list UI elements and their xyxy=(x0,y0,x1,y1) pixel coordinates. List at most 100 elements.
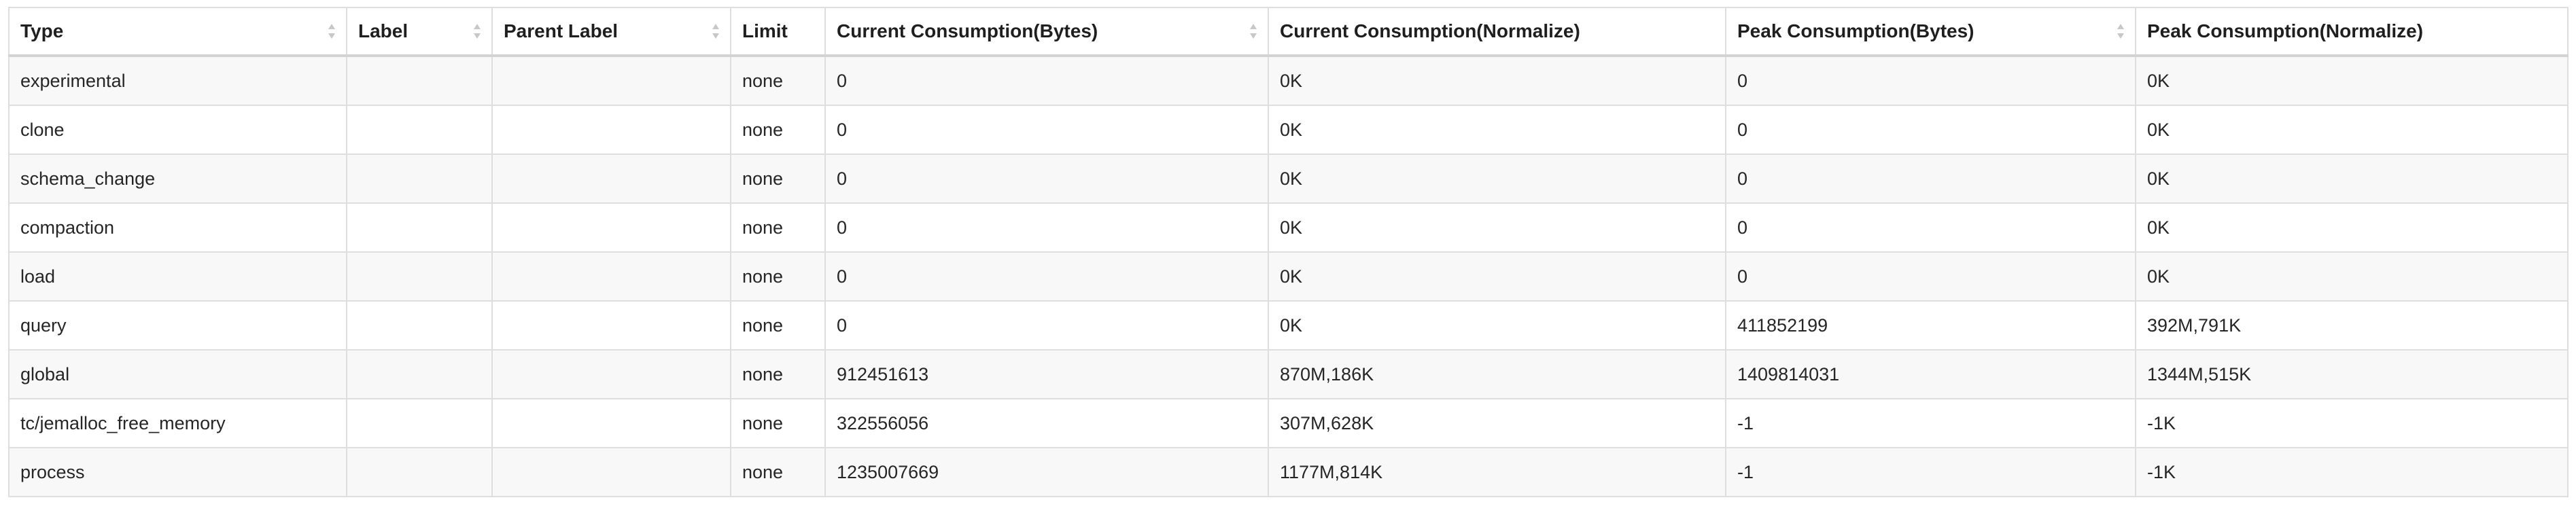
table-row: process none 1235007669 1177M,814K -1 -1K xyxy=(8,447,2569,497)
cell-peak-bytes: 1409814031 xyxy=(1725,349,2136,399)
cell-current-normalize: 870M,186K xyxy=(1268,349,1726,399)
cell-current-normalize: 1177M,814K xyxy=(1268,447,1726,497)
sort-arrows-icon[interactable] xyxy=(472,22,482,41)
cell-parent-label xyxy=(491,202,731,253)
cell-peak-bytes: 0 xyxy=(1725,251,2136,302)
cell-limit: none xyxy=(730,202,826,253)
cell-type: global xyxy=(8,349,347,399)
cell-limit: none xyxy=(730,55,826,106)
cell-parent-label xyxy=(491,251,731,302)
cell-peak-bytes: -1 xyxy=(1725,447,2136,497)
column-header-limit: Limit xyxy=(730,7,826,57)
column-header-peak-consumption-normalize: Peak Consumption(Normalize) xyxy=(2135,7,2569,57)
cell-label xyxy=(346,398,493,448)
table-row: schema_change none 0 0K 0 0K xyxy=(8,154,2569,204)
cell-current-bytes: 0 xyxy=(824,202,1269,253)
cell-current-normalize: 0K xyxy=(1268,105,1726,155)
column-header-label: Limit xyxy=(742,20,788,41)
cell-current-bytes: 0 xyxy=(824,55,1269,106)
cell-peak-normalize: 392M,791K xyxy=(2135,300,2569,351)
cell-current-normalize: 0K xyxy=(1268,202,1726,253)
cell-label xyxy=(346,300,493,351)
cell-current-bytes: 1235007669 xyxy=(824,447,1269,497)
cell-parent-label xyxy=(491,349,731,399)
cell-peak-normalize: 0K xyxy=(2135,202,2569,253)
table-row: tc/jemalloc_free_memory none 322556056 307M… xyxy=(8,398,2569,448)
column-header-type[interactable]: Type xyxy=(8,7,347,57)
cell-peak-normalize: 0K xyxy=(2135,251,2569,302)
cell-type: clone xyxy=(8,105,347,155)
cell-label xyxy=(346,154,493,204)
cell-peak-bytes: 0 xyxy=(1725,105,2136,155)
column-header-label: Current Consumption(Normalize) xyxy=(1280,20,1580,41)
table-header: Type Label Parent Label Limit Current Consum… xyxy=(8,7,2569,57)
column-header-label: Type xyxy=(20,20,64,41)
cell-label xyxy=(346,447,493,497)
cell-peak-normalize: 0K xyxy=(2135,105,2569,155)
table-row: clone none 0 0K 0 0K xyxy=(8,105,2569,155)
table-row: global none 912451613 870M,186K 1409814031 13… xyxy=(8,349,2569,399)
cell-parent-label xyxy=(491,105,731,155)
column-header-label[interactable]: Label xyxy=(346,7,493,57)
cell-limit: none xyxy=(730,349,826,399)
cell-limit: none xyxy=(730,105,826,155)
table-body: experimental none 0 0K 0 0K clone none 0 0K 0 0K sch… xyxy=(8,55,2569,497)
cell-type: compaction xyxy=(8,202,347,253)
cell-limit: none xyxy=(730,300,826,351)
column-header-current-consumption-bytes[interactable]: Current Consumption(Bytes) xyxy=(824,7,1269,57)
column-header-peak-consumption-bytes[interactable]: Peak Consumption(Bytes) xyxy=(1725,7,2136,57)
cell-peak-normalize: -1K xyxy=(2135,398,2569,448)
cell-parent-label xyxy=(491,154,731,204)
column-header-current-consumption-normalize: Current Consumption(Normalize) xyxy=(1268,7,1726,57)
cell-peak-bytes: 0 xyxy=(1725,154,2136,204)
cell-label xyxy=(346,349,493,399)
memory-tracker-table-container: Type Label Parent Label Limit Current Consum… xyxy=(8,7,2569,497)
cell-peak-bytes: 411852199 xyxy=(1725,300,2136,351)
column-header-parent-label[interactable]: Parent Label xyxy=(491,7,731,57)
cell-current-bytes: 0 xyxy=(824,105,1269,155)
table-row: compaction none 0 0K 0 0K xyxy=(8,202,2569,253)
cell-limit: none xyxy=(730,398,826,448)
cell-current-bytes: 0 xyxy=(824,251,1269,302)
cell-current-normalize: 307M,628K xyxy=(1268,398,1726,448)
cell-current-bytes: 912451613 xyxy=(824,349,1269,399)
sort-arrows-icon[interactable] xyxy=(1249,22,1258,41)
cell-peak-bytes: 0 xyxy=(1725,202,2136,253)
cell-limit: none xyxy=(730,154,826,204)
cell-label xyxy=(346,251,493,302)
table-row: query none 0 0K 411852199 392M,791K xyxy=(8,300,2569,351)
sort-arrows-icon[interactable] xyxy=(711,22,720,41)
cell-label xyxy=(346,202,493,253)
cell-label xyxy=(346,55,493,106)
cell-type: process xyxy=(8,447,347,497)
cell-peak-bytes: -1 xyxy=(1725,398,2136,448)
cell-peak-normalize: 0K xyxy=(2135,55,2569,106)
cell-current-normalize: 0K xyxy=(1268,55,1726,106)
cell-current-bytes: 0 xyxy=(824,300,1269,351)
cell-current-bytes: 322556056 xyxy=(824,398,1269,448)
cell-type: tc/jemalloc_free_memory xyxy=(8,398,347,448)
table-row: load none 0 0K 0 0K xyxy=(8,251,2569,302)
cell-type: query xyxy=(8,300,347,351)
cell-type: experimental xyxy=(8,55,347,106)
cell-current-normalize: 0K xyxy=(1268,300,1726,351)
column-header-label: Parent Label xyxy=(504,20,619,41)
sort-arrows-icon[interactable] xyxy=(327,22,336,41)
cell-current-normalize: 0K xyxy=(1268,251,1726,302)
cell-limit: none xyxy=(730,447,826,497)
table-row: experimental none 0 0K 0 0K xyxy=(8,55,2569,106)
column-header-label: Current Consumption(Bytes) xyxy=(837,20,1098,41)
cell-current-normalize: 0K xyxy=(1268,154,1726,204)
cell-type: schema_change xyxy=(8,154,347,204)
memory-tracker-table: Type Label Parent Label Limit Current Consum… xyxy=(8,7,2569,497)
cell-label xyxy=(346,105,493,155)
cell-peak-normalize: -1K xyxy=(2135,447,2569,497)
cell-peak-normalize: 0K xyxy=(2135,154,2569,204)
cell-parent-label xyxy=(491,447,731,497)
cell-peak-normalize: 1344M,515K xyxy=(2135,349,2569,399)
cell-limit: none xyxy=(730,251,826,302)
cell-parent-label xyxy=(491,398,731,448)
sort-arrows-icon[interactable] xyxy=(2116,22,2125,41)
cell-type: load xyxy=(8,251,347,302)
cell-parent-label xyxy=(491,55,731,106)
